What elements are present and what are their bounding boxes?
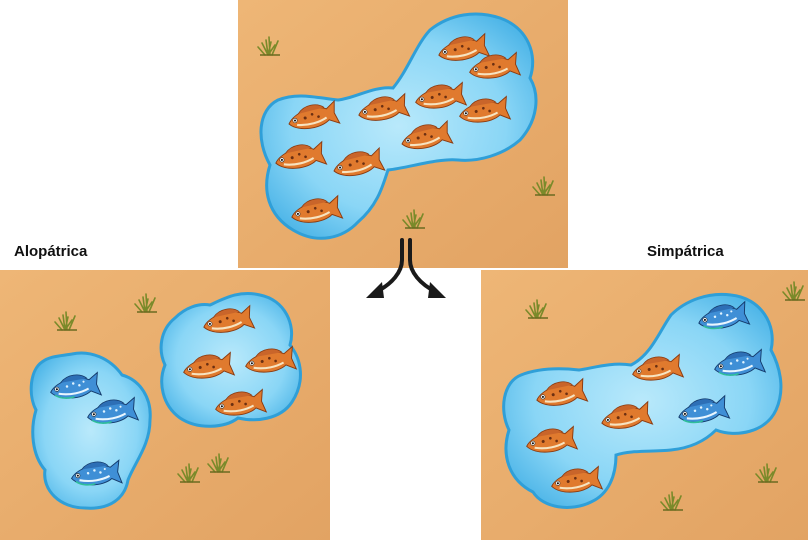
split-arrow-icon bbox=[362, 238, 452, 304]
allopatric-label: Alopátrica bbox=[14, 243, 88, 260]
sympatric-label: Simpátrica bbox=[647, 243, 724, 260]
ancestral-population-panel bbox=[238, 0, 568, 268]
sympatric-panel bbox=[481, 270, 808, 540]
allopatric-panel bbox=[0, 270, 330, 540]
